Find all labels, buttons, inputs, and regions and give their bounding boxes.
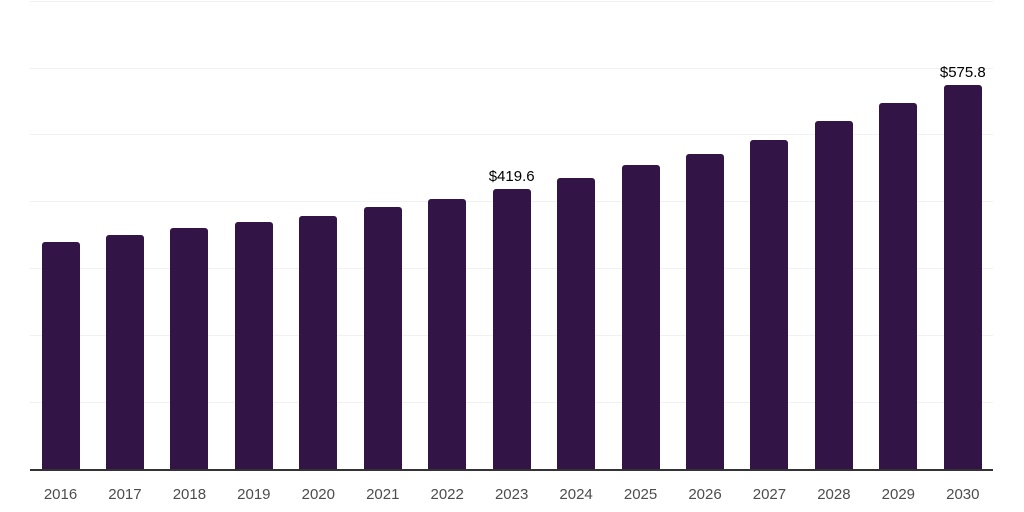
x-tick-label-2027: 2027 bbox=[752, 486, 787, 503]
bar-2026[interactable] bbox=[686, 153, 724, 470]
bar-2021[interactable] bbox=[363, 207, 402, 470]
x-tick-label-2016: 2016 bbox=[43, 486, 78, 503]
x-tick-label-2018: 2018 bbox=[172, 486, 207, 503]
x-tick-label-2021: 2021 bbox=[366, 486, 400, 503]
x-tick-label-2020: 2020 bbox=[301, 486, 335, 503]
x-tick-label-2022: 2022 bbox=[430, 486, 464, 503]
x-tick-label-2025: 2025 bbox=[623, 486, 658, 503]
bar-2022[interactable] bbox=[428, 199, 467, 470]
x-tick-label-2017: 2017 bbox=[108, 486, 142, 503]
x-tick-label-2028: 2028 bbox=[817, 486, 851, 503]
bar-2030[interactable] bbox=[943, 84, 982, 470]
bar-2023[interactable] bbox=[492, 189, 531, 470]
bar-2017[interactable] bbox=[105, 234, 144, 470]
x-tick-label-2030: 2030 bbox=[946, 486, 980, 503]
bar-2024[interactable] bbox=[557, 178, 596, 470]
data-label-2023: $419.6 bbox=[488, 168, 535, 186]
bar-2018[interactable] bbox=[170, 227, 209, 470]
gridline bbox=[30, 1, 993, 2]
x-tick-label-2019: 2019 bbox=[237, 486, 271, 503]
bar-2029[interactable] bbox=[879, 103, 918, 470]
bar-2025[interactable] bbox=[621, 164, 660, 470]
gridline bbox=[30, 134, 993, 135]
x-tick-label-2023: 2023 bbox=[494, 486, 529, 503]
x-tick-label-2024: 2024 bbox=[559, 486, 593, 503]
bar-2019[interactable] bbox=[234, 221, 273, 470]
data-label-2030: $575.8 bbox=[939, 63, 986, 81]
x-axis-line bbox=[30, 469, 993, 471]
plot-area bbox=[30, 0, 993, 470]
x-tick-label-2026: 2026 bbox=[688, 486, 722, 503]
bar-2020[interactable] bbox=[299, 215, 338, 470]
x-tick-label-2029: 2029 bbox=[881, 486, 916, 503]
bar-2028[interactable] bbox=[814, 121, 853, 470]
gridline bbox=[30, 68, 993, 69]
bar-2027[interactable] bbox=[750, 139, 789, 470]
bar-2016[interactable] bbox=[41, 241, 80, 470]
